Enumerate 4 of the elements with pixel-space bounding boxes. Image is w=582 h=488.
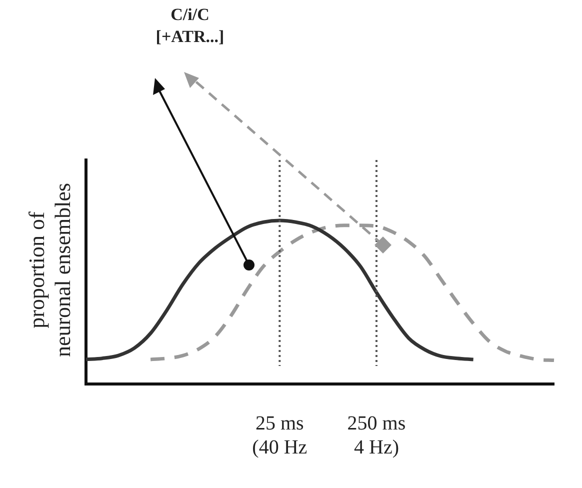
x-tick-label: 25 ms (40 Hz <box>252 412 308 458</box>
y-axis-title: proportion of neuronal ensembles <box>24 182 76 358</box>
x-tick-label: 250 ms 4 Hz) <box>347 412 406 458</box>
text: C/i/C [+ATR...] <box>156 4 224 48</box>
